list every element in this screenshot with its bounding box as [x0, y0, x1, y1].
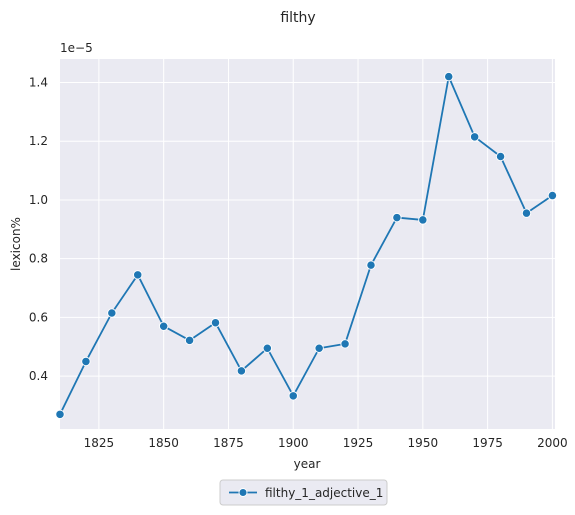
plot-area	[60, 59, 555, 429]
data-point	[262, 343, 272, 353]
data-point	[159, 321, 169, 331]
series-line	[59, 75, 553, 415]
x-tick-label: 1900	[278, 436, 309, 450]
data-point	[444, 71, 454, 82]
data-point	[418, 215, 428, 225]
axes: 1825 1850 1875 1900 1925 1950 1975 2000 0.4 0.6 0.…	[29, 75, 568, 450]
y-tick-label: 1.4	[29, 75, 48, 89]
legend: filthy_1_adjective_1	[219, 479, 388, 506]
x-tick-label: 1975	[472, 436, 503, 450]
legend-label: filthy_1_adjective_1	[265, 486, 383, 500]
x-tick-label: 2000	[537, 436, 568, 450]
x-tick-label: 1850	[148, 436, 179, 450]
data-point	[314, 343, 324, 353]
chart-title: filthy	[280, 10, 315, 26]
data-point	[210, 318, 221, 328]
y-tick-label: 0.6	[29, 310, 48, 324]
data-point	[495, 151, 506, 162]
data-point	[392, 212, 402, 223]
y-tick-label: 1.0	[29, 193, 48, 207]
x-tick-label: 1925	[343, 436, 374, 450]
data-point	[470, 132, 480, 142]
y-tick-label: 0.8	[29, 252, 48, 266]
y-axis-multiplier: 1e−5	[60, 41, 93, 55]
data-point	[133, 270, 143, 280]
y-tick-label: 1.2	[29, 134, 48, 148]
data-point	[184, 335, 195, 345]
x-tick-label: 1875	[213, 436, 244, 450]
y-tick-label: 0.4	[29, 369, 48, 383]
x-tick-label: 1825	[84, 436, 115, 450]
data-point	[236, 366, 247, 376]
grid-lines	[60, 59, 555, 429]
data-point	[288, 391, 298, 401]
data-point	[81, 356, 91, 367]
data-point	[521, 208, 532, 218]
data-point	[340, 339, 350, 349]
data-point	[55, 409, 65, 419]
x-axis-label: year	[294, 457, 321, 471]
data-point	[547, 190, 558, 201]
data-point	[107, 308, 117, 318]
data-point	[366, 260, 376, 270]
legend-box	[219, 479, 388, 506]
legend-point-marker	[238, 488, 248, 497]
y-axis-label: lexicon%	[9, 217, 23, 271]
series-layer	[55, 71, 558, 419]
x-tick-label: 1950	[408, 436, 439, 450]
